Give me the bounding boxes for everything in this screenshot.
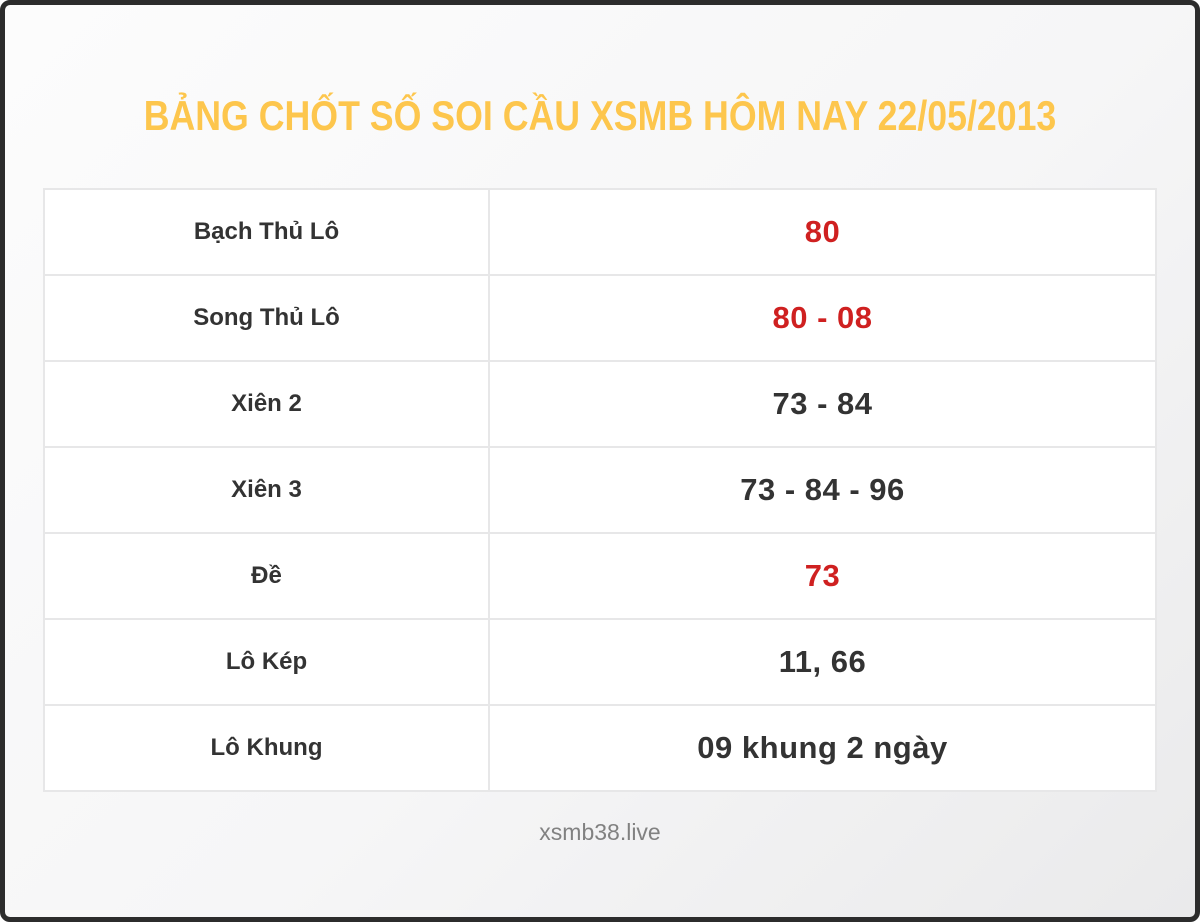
table-row: Đề 73 xyxy=(43,532,1157,620)
row-label: Lô Kép xyxy=(43,618,490,706)
row-value: 73 - 84 - 96 xyxy=(488,446,1157,534)
row-label: Song Thủ Lô xyxy=(43,274,490,362)
row-value: 80 xyxy=(488,188,1157,276)
row-value: 80 - 08 xyxy=(488,274,1157,362)
prediction-table: Bạch Thủ Lô 80 Song Thủ Lô 80 - 08 Xiên … xyxy=(43,188,1157,792)
table-row: Lô Kép 11, 66 xyxy=(43,618,1157,706)
site-watermark: xsmb38.live xyxy=(539,819,661,845)
row-value: 09 khung 2 ngày xyxy=(488,704,1157,792)
table-row: Bạch Thủ Lô 80 xyxy=(43,188,1157,276)
table-row: Xiên 3 73 - 84 - 96 xyxy=(43,446,1157,534)
table-row: Lô Khung 09 khung 2 ngày xyxy=(43,704,1157,792)
table-row: Song Thủ Lô 80 - 08 xyxy=(43,274,1157,362)
row-value: 73 xyxy=(488,532,1157,620)
row-label: Lô Khung xyxy=(43,704,490,792)
table-row: Xiên 2 73 - 84 xyxy=(43,360,1157,448)
row-label: Xiên 2 xyxy=(43,360,490,448)
row-label: Xiên 3 xyxy=(43,446,490,534)
row-value: 73 - 84 xyxy=(488,360,1157,448)
page-title: BẢNG CHỐT SỐ SOI CẦU XSMB HÔM NAY 22/05/… xyxy=(143,92,1057,139)
row-label: Bạch Thủ Lô xyxy=(43,188,490,276)
row-label: Đề xyxy=(43,532,490,620)
row-value: 11, 66 xyxy=(488,618,1157,706)
